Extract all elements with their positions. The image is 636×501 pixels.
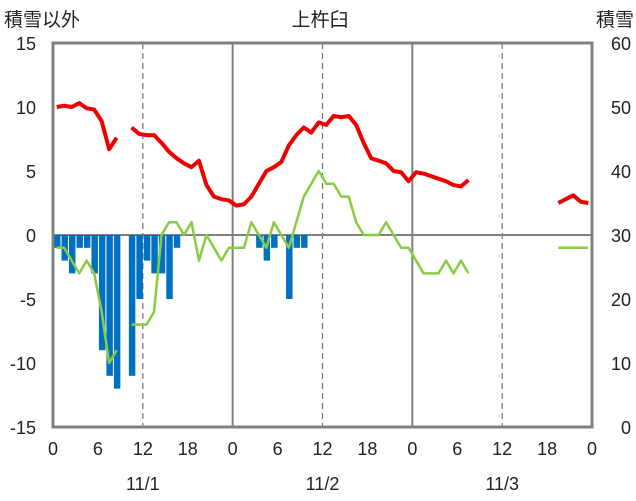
date-label: 11/2 [306,474,340,494]
bar-mark [301,235,308,248]
bar-mark [173,235,181,248]
bar-mark [76,235,83,248]
right-tick-label: 20 [611,290,631,310]
bar-mark [128,235,136,376]
bar-mark [166,235,173,299]
left-tick-label: -15 [10,418,36,438]
right-tick-label: 0 [621,418,631,438]
x-tick-label: 18 [537,439,557,459]
bar-mark [151,235,158,274]
left-tick-label: 15 [16,34,36,54]
x-tick-label: 6 [93,439,103,459]
x-tick-label: 12 [312,439,332,459]
bar-mark [256,235,263,248]
left-tick-label: -5 [20,290,36,310]
x-tick-label: 0 [587,439,597,459]
bar-mark [91,235,98,274]
left-axis-label: 積雪以外 [4,9,80,31]
bar-mark [136,235,143,299]
x-tick-label: 12 [492,439,512,459]
x-tick-label: 18 [178,439,198,459]
right-axis-label: 積雪 [596,9,634,31]
series-line [557,193,589,205]
right-tick-label: 60 [611,34,631,54]
chart-title: 上杵臼 [291,9,348,31]
right-tick-label: 10 [611,354,631,374]
bar-mark [98,235,106,351]
bar-mark [106,235,113,376]
series-line [131,169,470,326]
bar-mark [286,235,293,299]
right-tick-label: 30 [611,226,631,246]
x-tick-label: 0 [228,439,238,459]
left-tick-label: -10 [10,354,36,374]
series-line [56,246,118,365]
x-tick-label: 6 [452,439,462,459]
bar-mark [68,235,76,274]
bar-mark [271,235,278,248]
bar-mark [54,235,61,248]
x-tick-label: 6 [273,439,283,459]
bar-mark [113,235,121,389]
x-tick-label: 18 [357,439,377,459]
bar-mark [143,235,151,261]
date-label: 11/1 [126,474,160,494]
left-tick-label: 0 [26,226,36,246]
date-label: 11/3 [485,474,519,494]
x-tick-label: 12 [133,439,153,459]
bar-series [54,235,308,389]
series-line [56,101,119,152]
right-tick-label: 50 [611,98,631,118]
right-tick-label: 40 [611,162,631,182]
bar-mark [83,235,91,248]
bar-mark [158,235,166,274]
left-tick-label: 10 [16,98,36,118]
x-tick-label: 0 [407,439,417,459]
plot-frame [51,41,594,429]
series-line [130,113,470,208]
x-tick-label: 0 [48,439,58,459]
left-tick-label: 5 [26,162,36,182]
bar-mark [293,235,301,248]
